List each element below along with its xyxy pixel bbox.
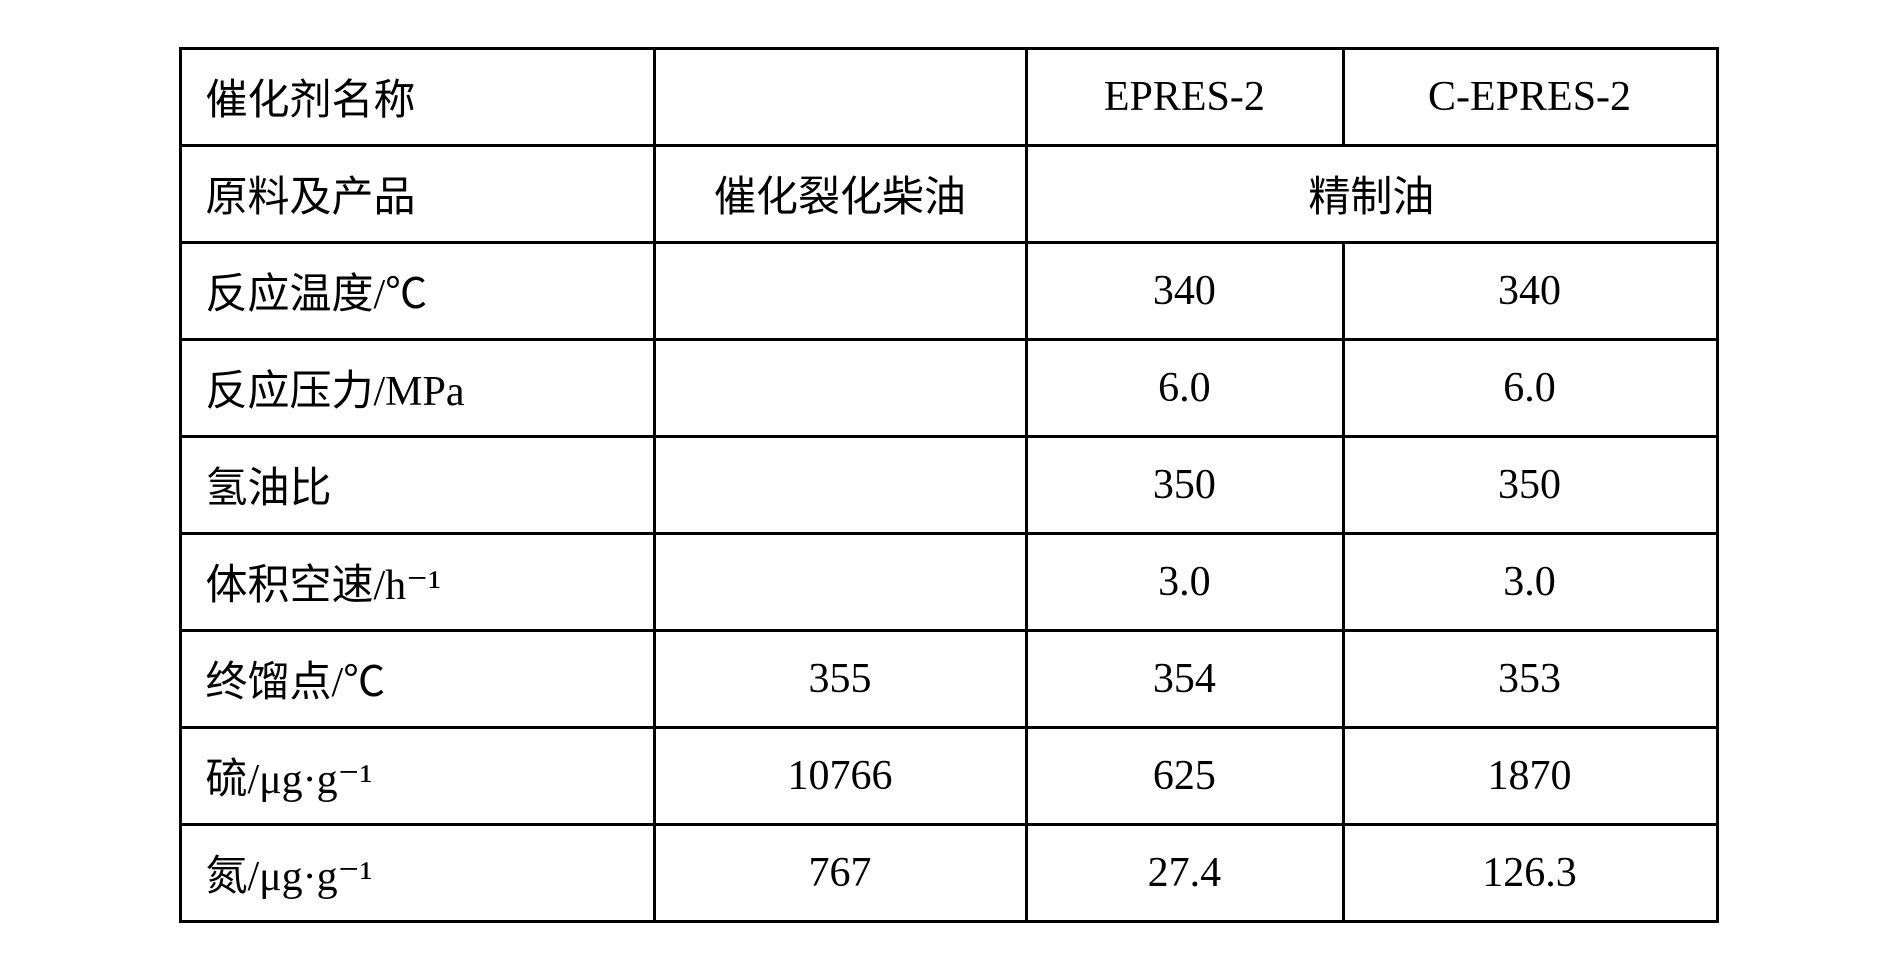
row-c2: 355 (654, 630, 1026, 727)
row-c3: 3.0 (1027, 533, 1343, 630)
row-c4: 350 (1343, 436, 1717, 533)
row-c3: 354 (1027, 630, 1343, 727)
row-label: 反应温度/℃ (180, 242, 654, 339)
header-cell-2: EPRES-2 (1027, 48, 1343, 145)
row-label: 氢油比 (180, 436, 654, 533)
row-c4: 340 (1343, 242, 1717, 339)
table-row-header: 催化剂名称 EPRES-2 C-EPRES-2 (180, 48, 1717, 145)
row-c3: 27.4 (1027, 824, 1343, 921)
header-cell-0: 催化剂名称 (180, 48, 654, 145)
table-row: 反应温度/℃ 340 340 (180, 242, 1717, 339)
row-c3: 340 (1027, 242, 1343, 339)
table-row: 终馏点/℃ 355 354 353 (180, 630, 1717, 727)
row-label: 氮/μg·g⁻¹ (180, 824, 654, 921)
row-c4: 3.0 (1343, 533, 1717, 630)
table-row: 硫/μg·g⁻¹ 10766 625 1870 (180, 727, 1717, 824)
row-label: 反应压力/MPa (180, 339, 654, 436)
row-c3: 350 (1027, 436, 1343, 533)
header-cell-1 (654, 48, 1026, 145)
row-label: 终馏点/℃ (180, 630, 654, 727)
row-c4: 353 (1343, 630, 1717, 727)
row-c2: 767 (654, 824, 1026, 921)
row-c2 (654, 533, 1026, 630)
row-c3: 6.0 (1027, 339, 1343, 436)
subheader-merged: 精制油 (1027, 145, 1717, 242)
row-c2 (654, 242, 1026, 339)
row-c4: 6.0 (1343, 339, 1717, 436)
row-label: 硫/μg·g⁻¹ (180, 727, 654, 824)
row-c2: 10766 (654, 727, 1026, 824)
table-row: 氮/μg·g⁻¹ 767 27.4 126.3 (180, 824, 1717, 921)
table-row: 氢油比 350 350 (180, 436, 1717, 533)
data-table: 催化剂名称 EPRES-2 C-EPRES-2 原料及产品 催化裂化柴油 精制油… (179, 47, 1719, 923)
row-label: 体积空速/h⁻¹ (180, 533, 654, 630)
subheader-label: 原料及产品 (180, 145, 654, 242)
row-c3: 625 (1027, 727, 1343, 824)
header-cell-3: C-EPRES-2 (1343, 48, 1717, 145)
row-c2 (654, 436, 1026, 533)
table-row-subheader: 原料及产品 催化裂化柴油 精制油 (180, 145, 1717, 242)
row-c4: 126.3 (1343, 824, 1717, 921)
row-c4: 1870 (1343, 727, 1717, 824)
table-row: 体积空速/h⁻¹ 3.0 3.0 (180, 533, 1717, 630)
table-row: 反应压力/MPa 6.0 6.0 (180, 339, 1717, 436)
row-c2 (654, 339, 1026, 436)
subheader-col2: 催化裂化柴油 (654, 145, 1026, 242)
